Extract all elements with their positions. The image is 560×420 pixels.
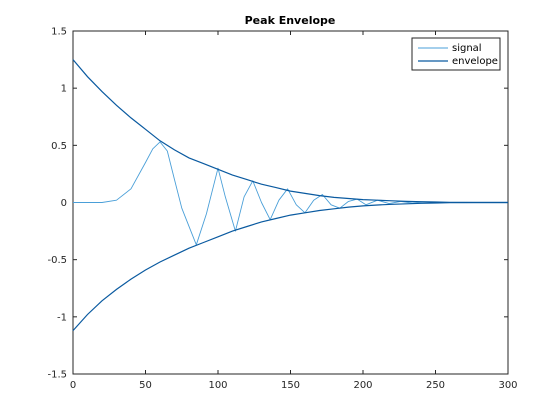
x-tick-label: 150 <box>281 380 300 391</box>
x-tick-label: 300 <box>498 380 517 391</box>
y-tick-label: 1.5 <box>51 27 67 38</box>
envelope-lower-line <box>72 201 508 332</box>
legend-envelope-label: envelope <box>452 56 498 67</box>
signal-line <box>73 141 508 246</box>
y-tick-label: -1.5 <box>47 370 67 381</box>
legend-signal-label: signal <box>452 43 482 54</box>
y-tick-label: -1 <box>57 312 67 323</box>
x-tick-label: 100 <box>208 380 227 391</box>
envelope-upper-line <box>72 59 508 204</box>
y-tick-label: 0 <box>61 198 67 209</box>
chart-title: Peak Envelope <box>245 14 336 27</box>
x-tick-label: 0 <box>70 380 76 391</box>
y-tick-label: 0.5 <box>51 141 67 152</box>
y-tick-label: -0.5 <box>47 255 67 266</box>
axis-ticks: 0 50 100 150 200 250 300 -1.5 -1 -0.5 0 0.5 1 1.5 <box>47 27 517 392</box>
x-tick-label: 50 <box>139 380 152 391</box>
series-layer <box>72 59 508 332</box>
x-tick-label: 250 <box>426 380 445 391</box>
x-tick-label: 200 <box>353 380 372 391</box>
y-tick-label: 1 <box>61 84 67 95</box>
legend-box <box>411 37 501 71</box>
legend: signal envelope <box>411 37 501 71</box>
